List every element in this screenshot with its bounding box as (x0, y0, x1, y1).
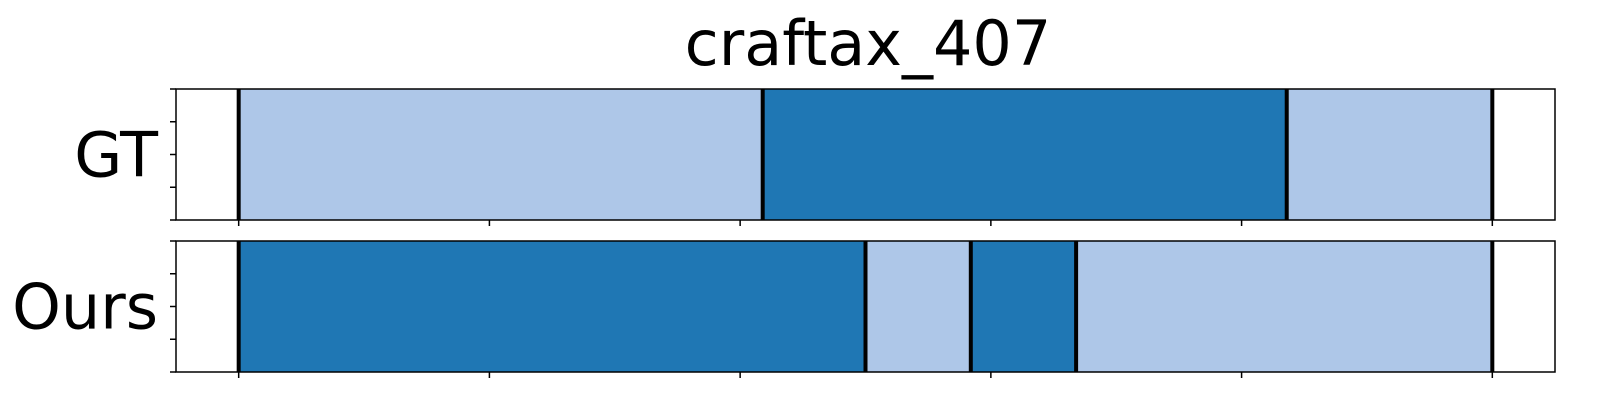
segment-3 (970, 241, 1077, 372)
segment-1 (238, 89, 763, 220)
segment-2 (762, 89, 1287, 220)
rows-layer: GT Ours (12, 88, 1556, 378)
chart-title: craftax_407 (685, 7, 1052, 80)
segment-1 (238, 241, 866, 372)
segment-3 (1286, 89, 1493, 220)
row-label: GT (74, 119, 159, 192)
row-ours: Ours (12, 240, 1556, 378)
segment-2 (865, 241, 971, 372)
segment-4 (1076, 241, 1493, 372)
row-gt: GT (74, 88, 1556, 226)
row-label: Ours (12, 271, 158, 344)
